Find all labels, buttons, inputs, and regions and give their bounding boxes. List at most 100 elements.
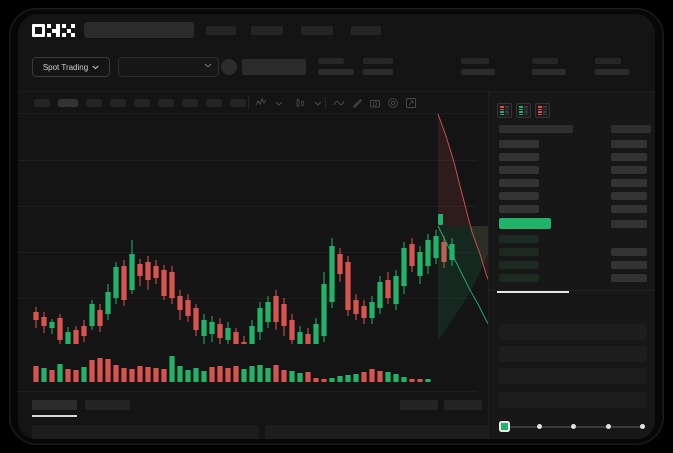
toolbar-divider xyxy=(248,97,249,109)
nav-item-1[interactable] xyxy=(251,26,283,35)
top-navigation-bar xyxy=(18,14,655,46)
timeframe-button-3[interactable] xyxy=(110,99,126,107)
indicator-icon[interactable] xyxy=(255,97,267,109)
logo-letter-o xyxy=(32,24,45,37)
market-stat-value xyxy=(461,69,495,75)
market-stat-4 xyxy=(595,58,629,75)
orderbook-bid-price-3[interactable] xyxy=(499,274,539,282)
timeframe-button-8[interactable] xyxy=(230,99,246,107)
orderbook-ask-amount-2[interactable] xyxy=(611,166,647,174)
slider-handle[interactable] xyxy=(499,421,510,432)
ruler-icon[interactable] xyxy=(351,97,363,109)
coin-avatar xyxy=(221,59,237,75)
order-field-3[interactable] xyxy=(499,392,647,408)
orderbook-bid-price-1[interactable] xyxy=(499,248,539,256)
search-input[interactable] xyxy=(84,22,194,38)
orderbook-both-icon[interactable] xyxy=(497,103,512,118)
orderbook-ask-price-5[interactable] xyxy=(499,205,539,213)
okx-logo[interactable] xyxy=(32,24,76,37)
candle-type-icon[interactable] xyxy=(294,97,306,109)
volume-histogram xyxy=(33,356,431,382)
toggle-rows xyxy=(543,106,547,115)
line-chart-icon[interactable] xyxy=(333,97,345,109)
orderbook-bids-icon[interactable] xyxy=(516,103,531,118)
timeframe-button-7[interactable] xyxy=(206,99,222,107)
orderbook-ask-amount-0[interactable] xyxy=(611,140,647,148)
spot-trading-label: Spot Trading xyxy=(42,62,89,72)
toggle-rows xyxy=(524,106,528,115)
market-subheader: Spot Trading xyxy=(18,46,655,92)
timeframe-button-6[interactable] xyxy=(182,99,198,107)
bottom-action-0[interactable] xyxy=(400,400,438,410)
buy-sell-tabbar: Buy Sell xyxy=(489,291,655,317)
market-stat-label xyxy=(595,58,621,64)
orderbook-asks-icon[interactable] xyxy=(535,103,550,118)
camera-icon[interactable] xyxy=(369,97,381,109)
market-stat-value xyxy=(595,69,629,75)
toggle-bars xyxy=(538,106,542,115)
app-screen: Spot Trading xyxy=(18,14,655,439)
orderbook-price-header xyxy=(499,125,573,133)
chart-gridlines xyxy=(18,114,477,339)
chart-bottom-panel xyxy=(18,391,492,439)
buy-tab-underline xyxy=(497,291,569,293)
orderbook-ask-price-2[interactable] xyxy=(499,166,539,174)
bottom-action-1[interactable] xyxy=(444,400,482,410)
orderbook-ask-price-1[interactable] xyxy=(499,153,539,161)
orderbook-ask-amount-5[interactable] xyxy=(611,205,647,213)
chevron-down-icon xyxy=(204,63,212,68)
toggle-rows xyxy=(505,106,509,115)
orderbook-ask-price-3[interactable] xyxy=(499,179,539,187)
market-stat-label xyxy=(532,58,558,64)
toolbar-divider xyxy=(325,97,326,109)
market-stat-value xyxy=(363,69,393,75)
market-stat-label xyxy=(461,58,489,64)
market-stat-value xyxy=(532,69,566,75)
settings-icon[interactable] xyxy=(387,97,399,109)
nav-item-0[interactable] xyxy=(206,26,236,35)
nav-item-3[interactable] xyxy=(351,26,381,35)
slider-step-75[interactable] xyxy=(605,424,611,429)
spot-trading-selector[interactable]: Spot Trading xyxy=(32,57,110,77)
orderbook-bid-amount-1[interactable] xyxy=(611,248,647,256)
market-stat-0 xyxy=(318,58,354,75)
orderbook-ask-amount-3[interactable] xyxy=(611,179,647,187)
orderbook-bid-amount-3[interactable] xyxy=(611,274,647,282)
timeframe-button-5[interactable] xyxy=(158,99,174,107)
orderbook-bid-price-0[interactable] xyxy=(499,235,539,243)
slider-step-25[interactable] xyxy=(536,424,542,429)
orderbook-bid-amount-2[interactable] xyxy=(611,261,647,269)
orderbook-bid-price-2[interactable] xyxy=(499,261,539,269)
timeframe-button-2[interactable] xyxy=(86,99,102,107)
slider-step-100[interactable] xyxy=(640,424,645,429)
bottom-tab-1[interactable] xyxy=(85,400,130,410)
price-chart[interactable] xyxy=(18,114,477,391)
order-field-1[interactable] xyxy=(499,346,647,362)
orderbook-last-price xyxy=(499,218,551,229)
orderbook-ask-price-4[interactable] xyxy=(499,192,539,200)
order-field-2[interactable] xyxy=(499,368,647,384)
timeframe-button-1[interactable] xyxy=(58,99,78,107)
order-panel: Buy Sell xyxy=(488,92,655,439)
timeframe-button-0[interactable] xyxy=(34,99,50,107)
amount-percent-slider[interactable] xyxy=(499,421,647,432)
slider-step-50[interactable] xyxy=(571,424,576,429)
chevron-down-icon[interactable] xyxy=(273,97,285,109)
nav-item-2[interactable] xyxy=(301,26,333,35)
market-stat-label xyxy=(363,58,393,64)
orderbook-amount-header xyxy=(611,125,651,133)
orderbook-ask-amount-4[interactable] xyxy=(611,192,647,200)
bottom-tab-0[interactable] xyxy=(32,400,77,410)
depth-price-marker xyxy=(438,214,443,225)
fullscreen-icon[interactable] xyxy=(405,97,417,109)
logo-letter-k xyxy=(47,24,60,37)
timeframe-button-4[interactable] xyxy=(134,99,150,107)
orderbook-ask-price-0[interactable] xyxy=(499,140,539,148)
trading-pair-select[interactable] xyxy=(118,57,219,77)
tab-divider xyxy=(489,290,655,291)
orderbook-last-amount xyxy=(611,220,647,228)
order-field-0[interactable] xyxy=(499,324,647,340)
chevron-down-icon[interactable] xyxy=(312,97,324,109)
orderbook-ask-amount-1[interactable] xyxy=(611,153,647,161)
